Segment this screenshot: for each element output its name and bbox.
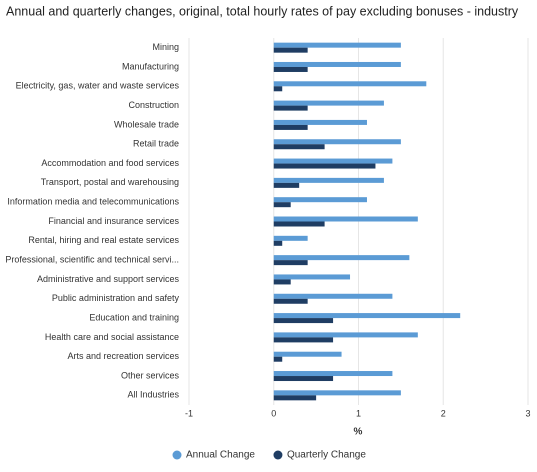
bar [273, 163, 376, 169]
bar [273, 202, 291, 208]
bar [273, 313, 461, 319]
bar [273, 177, 384, 183]
bar [273, 356, 283, 362]
x-tick-label: 3 [525, 408, 530, 418]
y-tick-label: Professional, scientific and technical s… [5, 255, 179, 265]
y-tick-label: Administrative and support services [37, 274, 180, 284]
bar [273, 298, 308, 304]
y-tick-label: Education and training [89, 312, 179, 322]
y-tick-label: Financial and insurance services [48, 216, 179, 226]
bar [273, 332, 418, 338]
bar [273, 100, 384, 106]
bar [273, 124, 308, 130]
x-axis-label: % [354, 427, 363, 438]
y-tick-label: Wholesale trade [114, 119, 179, 129]
y-tick-label: Retail trade [133, 139, 179, 149]
bar [273, 274, 351, 280]
legend-label: Quarterly Change [287, 450, 366, 461]
y-tick-label: Electricity, gas, water and waste servic… [16, 81, 180, 91]
chart-title: Annual and quarterly changes, original, … [6, 4, 519, 18]
y-tick-label: Manufacturing [122, 61, 179, 71]
x-tick-label: -1 [185, 408, 193, 418]
y-tick-label: Mining [152, 42, 179, 52]
bar [273, 395, 317, 401]
y-tick-label: Information media and telecommunications [7, 197, 179, 207]
bar [273, 260, 308, 266]
bar [273, 240, 283, 246]
y-tick-label: Rental, hiring and real estate services [28, 235, 179, 245]
legend-label: Annual Change [186, 450, 255, 461]
bar [273, 182, 300, 188]
bar [273, 197, 367, 203]
bar [273, 216, 418, 222]
y-tick-label: Accommodation and food services [41, 158, 179, 168]
x-tick-label: 1 [356, 408, 361, 418]
legend-marker [273, 450, 283, 460]
bar [273, 158, 393, 164]
x-tick-label: 0 [271, 408, 276, 418]
bar [273, 376, 334, 382]
bar [273, 318, 334, 324]
bar [273, 42, 401, 48]
bar [273, 47, 308, 53]
bar [273, 279, 291, 285]
legend-marker [172, 450, 182, 460]
bar [273, 235, 308, 241]
bar [273, 371, 393, 377]
bar [273, 61, 401, 67]
x-tick-label: 2 [441, 408, 446, 418]
y-tick-label: Public administration and safety [52, 293, 180, 303]
y-tick-label: All Industries [127, 390, 179, 400]
y-tick-label: Construction [128, 100, 179, 110]
y-tick-label: Transport, postal and warehousing [41, 177, 179, 187]
bar [273, 293, 393, 299]
y-tick-label: Other services [121, 370, 180, 380]
bar [273, 119, 367, 125]
bar [273, 144, 325, 150]
bar [273, 66, 308, 72]
bar [273, 139, 401, 145]
bar [273, 337, 334, 343]
bar [273, 351, 342, 357]
bar [273, 390, 401, 396]
bar [273, 86, 283, 92]
y-tick-label: Arts and recreation services [67, 351, 179, 361]
bar [273, 255, 410, 261]
bar [273, 105, 308, 111]
bar [273, 81, 427, 87]
bar [273, 221, 325, 227]
y-tick-label: Health care and social assistance [45, 332, 179, 342]
